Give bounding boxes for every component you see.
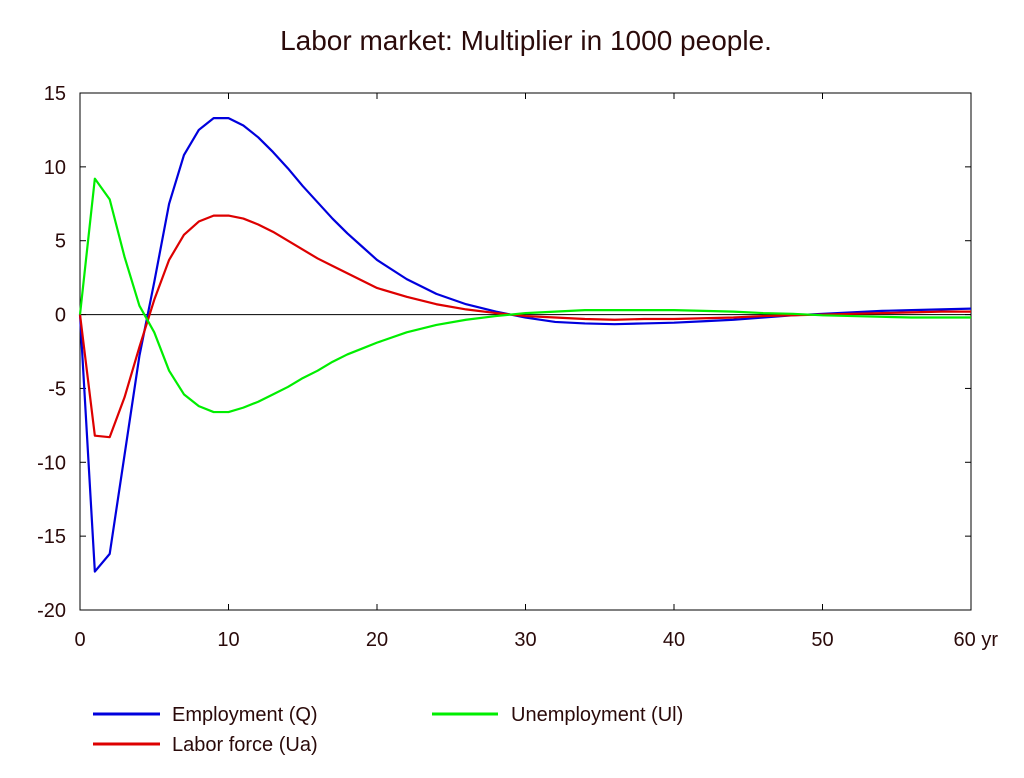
x-tick-label: 10 [217, 629, 239, 651]
plot-frame [79, 92, 972, 611]
series-line-2 [78, 177, 971, 414]
x-tick-label: 40 [663, 629, 685, 651]
legend: Employment (Q) Unemployment (Ul) Labor for… [93, 704, 683, 756]
plot-border [79, 92, 972, 611]
series-line-1 [78, 214, 971, 439]
x-tick-label: 50 [811, 629, 833, 651]
y-tick-label: -10 [37, 452, 66, 474]
y-tick-label: 0 [55, 305, 66, 327]
chart-title: Labor market: Multiplier in 1000 people. [280, 25, 772, 56]
y-tick-label: 5 [55, 231, 66, 253]
y-tick-label: 10 [44, 157, 66, 179]
x-tick-label: 20 [366, 629, 388, 651]
series-line-0 [78, 117, 972, 573]
legend-label: Unemployment (Ul) [511, 704, 683, 726]
y-tick-label: 15 [44, 83, 66, 105]
x-tick-label: 30 [514, 629, 536, 651]
y-tick-label: -15 [37, 526, 66, 548]
x-tick-label: 0 [74, 629, 85, 651]
x-tick-label: 60 yr [954, 629, 999, 651]
legend-label: Employment (Q) [172, 704, 318, 726]
y-tick-label: -5 [48, 378, 66, 400]
y-tick-label: -20 [37, 600, 66, 622]
legend-label: Labor force (Ua) [172, 734, 318, 756]
series-layer [78, 117, 972, 573]
